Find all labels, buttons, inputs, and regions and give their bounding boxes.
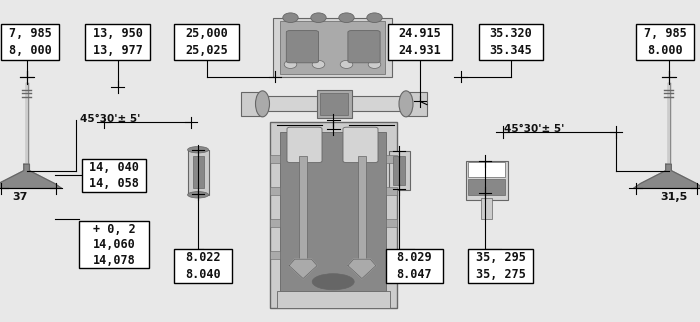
Polygon shape [0, 164, 62, 188]
FancyBboxPatch shape [316, 90, 351, 118]
FancyBboxPatch shape [286, 31, 318, 63]
FancyBboxPatch shape [386, 219, 397, 227]
Text: 45°30'± 5': 45°30'± 5' [80, 114, 141, 124]
FancyBboxPatch shape [1, 24, 59, 60]
FancyBboxPatch shape [262, 96, 406, 111]
Polygon shape [289, 259, 317, 279]
Text: 35.320: 35.320 [489, 26, 533, 40]
FancyBboxPatch shape [188, 150, 209, 195]
Text: 45°30'± 5': 45°30'± 5' [504, 124, 564, 135]
Ellipse shape [399, 91, 413, 117]
FancyBboxPatch shape [273, 18, 392, 77]
FancyBboxPatch shape [386, 249, 443, 283]
Ellipse shape [367, 13, 382, 23]
Text: 35.345: 35.345 [489, 44, 533, 57]
Text: 7, 985: 7, 985 [643, 26, 687, 40]
FancyBboxPatch shape [388, 24, 452, 60]
Text: 14,060: 14,060 [92, 238, 136, 251]
FancyBboxPatch shape [386, 187, 397, 195]
Ellipse shape [368, 61, 381, 69]
FancyBboxPatch shape [174, 249, 232, 283]
FancyBboxPatch shape [82, 158, 146, 192]
FancyBboxPatch shape [406, 92, 427, 116]
FancyBboxPatch shape [348, 31, 380, 63]
Text: 25,025: 25,025 [185, 44, 228, 57]
FancyBboxPatch shape [270, 219, 280, 227]
FancyBboxPatch shape [276, 291, 390, 308]
Ellipse shape [188, 147, 209, 153]
Text: 35, 295: 35, 295 [475, 251, 526, 264]
FancyBboxPatch shape [241, 92, 262, 116]
Ellipse shape [312, 61, 325, 69]
FancyBboxPatch shape [270, 187, 280, 195]
Ellipse shape [256, 91, 270, 117]
FancyBboxPatch shape [343, 127, 378, 163]
Text: 8, 000: 8, 000 [8, 44, 52, 57]
FancyBboxPatch shape [174, 24, 239, 60]
FancyBboxPatch shape [468, 162, 505, 177]
FancyBboxPatch shape [389, 151, 410, 190]
Text: 7, 985: 7, 985 [8, 26, 52, 40]
Ellipse shape [188, 192, 209, 198]
Text: 14, 058: 14, 058 [89, 177, 139, 190]
FancyBboxPatch shape [287, 127, 322, 163]
Polygon shape [348, 259, 376, 279]
Text: 8.040: 8.040 [186, 268, 220, 280]
Text: 24.915: 24.915 [398, 26, 442, 40]
Text: 35, 275: 35, 275 [475, 268, 526, 280]
FancyBboxPatch shape [85, 24, 150, 60]
Ellipse shape [340, 61, 353, 69]
FancyBboxPatch shape [193, 156, 204, 188]
FancyBboxPatch shape [358, 156, 366, 269]
Text: 14,078: 14,078 [92, 254, 136, 267]
Text: 13, 977: 13, 977 [92, 44, 143, 57]
FancyBboxPatch shape [321, 93, 348, 115]
FancyBboxPatch shape [280, 132, 386, 291]
FancyBboxPatch shape [468, 249, 533, 283]
Ellipse shape [284, 61, 297, 69]
Polygon shape [634, 164, 700, 188]
Text: 31,5: 31,5 [661, 192, 687, 202]
Text: 8.000: 8.000 [648, 44, 682, 57]
Text: 8.047: 8.047 [397, 268, 432, 280]
Text: 14, 040: 14, 040 [89, 161, 139, 174]
FancyBboxPatch shape [280, 21, 385, 74]
FancyBboxPatch shape [393, 156, 405, 185]
FancyBboxPatch shape [299, 156, 307, 269]
Text: 25,000: 25,000 [185, 26, 228, 40]
FancyBboxPatch shape [636, 24, 694, 60]
FancyBboxPatch shape [270, 155, 280, 163]
Text: + 0, 2: + 0, 2 [92, 223, 136, 236]
FancyBboxPatch shape [479, 24, 543, 60]
FancyBboxPatch shape [270, 251, 280, 259]
FancyBboxPatch shape [481, 198, 492, 219]
Text: 13, 950: 13, 950 [92, 26, 143, 40]
Ellipse shape [339, 13, 354, 23]
Text: 37: 37 [12, 192, 27, 202]
FancyBboxPatch shape [79, 222, 149, 268]
Text: 24.931: 24.931 [398, 44, 442, 57]
FancyBboxPatch shape [386, 251, 397, 259]
FancyBboxPatch shape [468, 179, 505, 195]
Ellipse shape [312, 274, 354, 290]
Ellipse shape [283, 13, 298, 23]
Text: 8.022: 8.022 [186, 251, 220, 264]
Text: 8.029: 8.029 [397, 251, 432, 264]
FancyBboxPatch shape [386, 155, 397, 163]
Ellipse shape [311, 13, 326, 23]
FancyBboxPatch shape [466, 161, 507, 200]
FancyBboxPatch shape [270, 122, 397, 308]
